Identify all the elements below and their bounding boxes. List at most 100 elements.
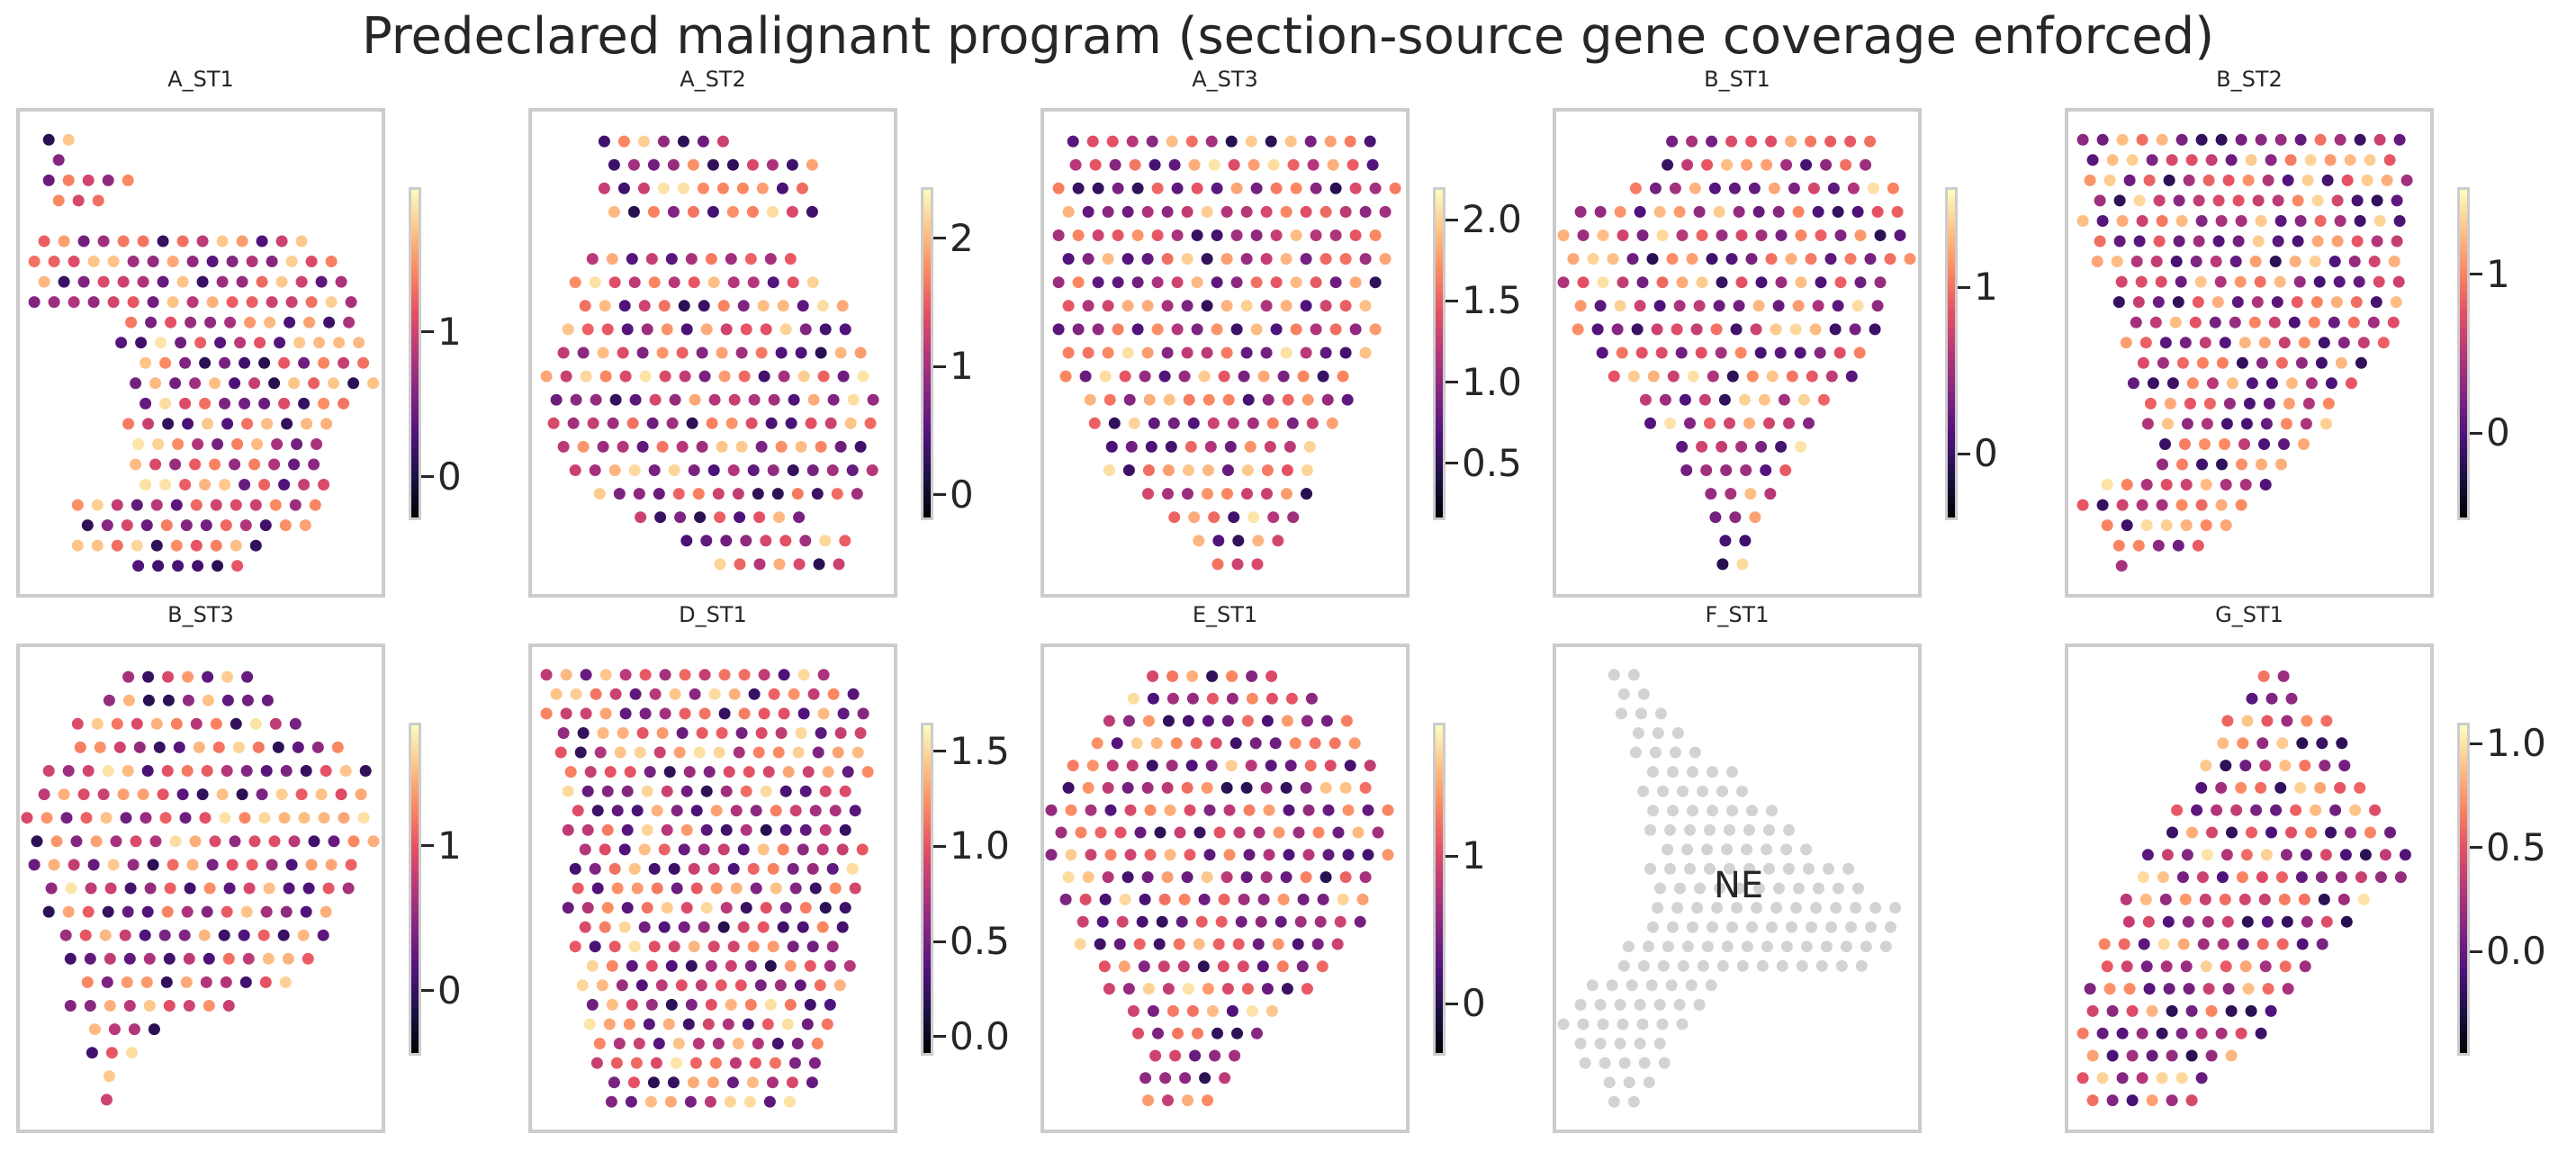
spot (317, 929, 329, 941)
spot (1201, 346, 1213, 359)
spot (665, 998, 678, 1011)
spot (1221, 464, 1234, 476)
spot (291, 438, 303, 450)
spot (1182, 715, 1194, 727)
spot (1632, 727, 1644, 739)
spot (2272, 235, 2284, 248)
spot (1114, 826, 1127, 839)
spot (179, 356, 192, 369)
spot (1261, 715, 1274, 727)
spot (101, 519, 113, 532)
spot (1302, 393, 1314, 406)
spot (266, 256, 278, 267)
spot (706, 417, 718, 429)
spot (557, 440, 570, 453)
spot (1069, 158, 1082, 171)
spot (275, 235, 288, 248)
spot (2373, 215, 2386, 227)
spot (784, 998, 797, 1011)
spot (1212, 535, 1225, 547)
spot (2126, 1049, 2139, 1062)
spot (2361, 174, 2373, 186)
spot (799, 323, 812, 336)
spot (157, 275, 169, 288)
spot (2210, 256, 2222, 267)
spot (1623, 1076, 1635, 1089)
spot (1681, 843, 1694, 856)
spot (110, 835, 122, 848)
spot (1340, 715, 1353, 727)
spot (1849, 323, 1861, 336)
spot (1269, 737, 1282, 750)
spot (1636, 276, 1649, 289)
spot (1221, 488, 1233, 500)
colorbar-tick-label: 2 (950, 215, 974, 260)
spot (678, 843, 690, 856)
spot (1577, 230, 1590, 241)
spot (661, 323, 673, 336)
spot (1871, 300, 1884, 312)
spot (2159, 893, 2172, 905)
spot (1707, 766, 1718, 778)
spot (1701, 940, 1714, 953)
spot (1329, 230, 1342, 241)
spot (163, 952, 176, 965)
spot (1768, 182, 1780, 194)
spot (1753, 882, 1765, 895)
spot (688, 276, 700, 289)
spot (1320, 300, 1332, 312)
spot (1237, 960, 1249, 973)
spot (1138, 960, 1150, 973)
spot (219, 397, 231, 410)
spot (1169, 1049, 1182, 1062)
spot (792, 746, 805, 759)
spot (1241, 464, 1254, 476)
spot (1763, 824, 1775, 836)
spot (2239, 760, 2252, 772)
spot (1281, 715, 1293, 727)
spot (164, 882, 176, 895)
spot (2295, 356, 2308, 369)
spot (782, 766, 795, 778)
spot (637, 182, 650, 194)
spot (2215, 781, 2228, 794)
spot (2185, 1004, 2198, 1017)
spot (1215, 915, 1228, 928)
spot (747, 276, 760, 289)
spot (2159, 438, 2171, 450)
spot (1746, 921, 1758, 933)
spot (2282, 983, 2294, 995)
spot (2235, 133, 2247, 146)
spot (2153, 194, 2166, 207)
spot (1735, 440, 1748, 453)
spot (1710, 323, 1723, 336)
spot (590, 393, 602, 406)
spot (298, 356, 311, 369)
spot (1654, 707, 1667, 720)
spot (1282, 393, 1294, 406)
spot (1286, 417, 1299, 429)
spot (58, 788, 70, 801)
spot (1229, 737, 1242, 750)
spot (2278, 438, 2290, 450)
spot (167, 256, 179, 267)
spot (176, 235, 189, 248)
spot (1615, 707, 1627, 720)
spot (1833, 346, 1846, 359)
spot (1807, 182, 1820, 194)
spot (1136, 915, 1148, 928)
spot (131, 499, 143, 511)
spot (143, 952, 156, 965)
spot (2163, 174, 2175, 186)
spot (1201, 253, 1213, 266)
spot (795, 440, 807, 453)
spot (1658, 1057, 1671, 1069)
spot (2175, 133, 2188, 146)
spot (1608, 370, 1620, 382)
spot (1171, 276, 1184, 289)
spot (1618, 1057, 1631, 1069)
spot (305, 859, 318, 871)
spot (42, 905, 55, 918)
spot (139, 929, 151, 941)
spot (2157, 938, 2170, 950)
